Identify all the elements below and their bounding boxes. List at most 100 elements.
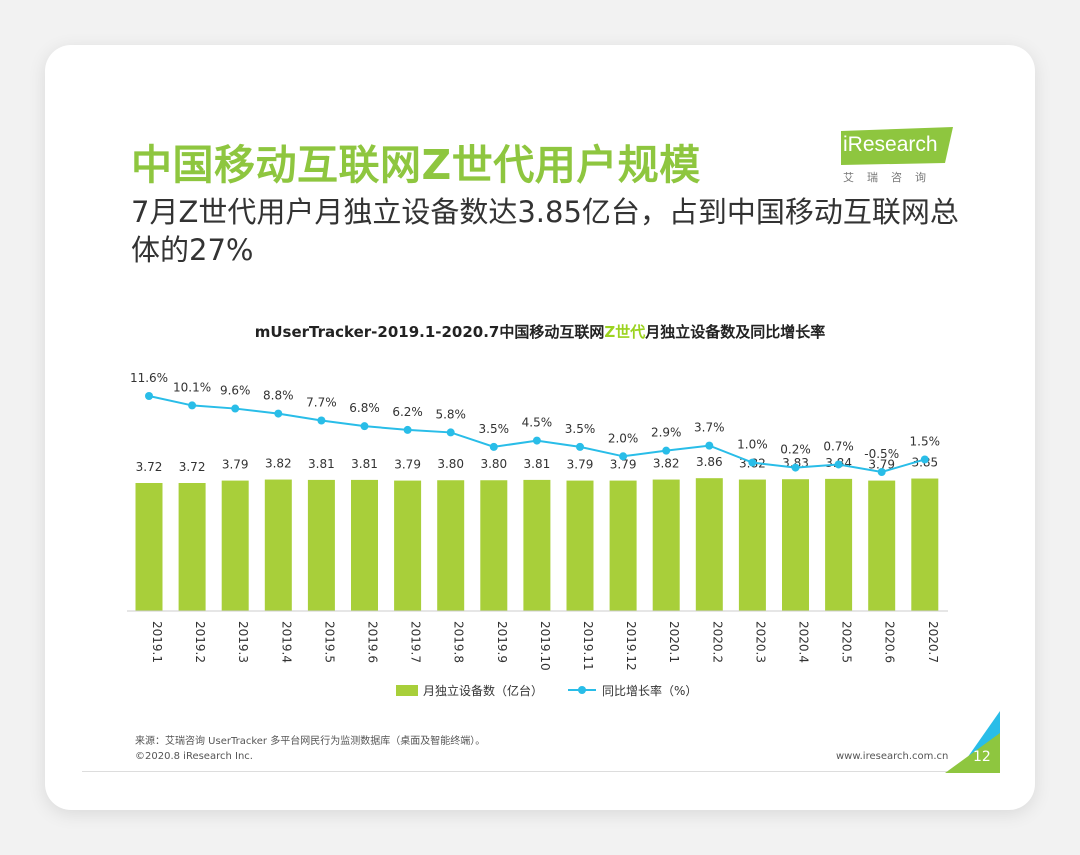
growth-label-2019.1: 11.6% [130,371,168,385]
page-subtitle: 7月Z世代用户月独立设备数达3.85亿台，占到中国移动互联网总体的27% [131,195,959,267]
growth-label-2019.12: 2.0% [608,431,639,445]
growth-label-2019.11: 3.5% [565,422,596,436]
growth-point-2020.2 [705,441,714,450]
bar-2019.3 [221,480,249,611]
growth-label-2019.5: 7.7% [306,395,337,409]
bar-2019.12 [609,480,637,611]
growth-point-2019.10 [532,436,541,445]
x-tick-2020.4: 2020.4 [797,621,811,663]
legend-line-label: 同比增长率（%） [602,683,697,698]
bar-label-2019.9: 3.80 [480,457,507,471]
bar-label-2019.6: 3.81 [351,457,378,471]
bar-label-2019.7: 3.79 [394,458,421,472]
bar-label-2019.8: 3.80 [437,457,464,471]
bar-2019.1 [135,483,163,611]
growth-point-2019.8 [446,428,455,437]
growth-label-2019.7: 6.2% [392,405,423,419]
page-title: 中国移动互联网Z世代用户规模 [131,141,701,189]
x-tick-2019.8: 2019.8 [452,621,466,663]
growth-label-2020.2: 3.7% [694,421,725,435]
x-tick-2020.5: 2020.5 [840,621,854,663]
growth-label-2019.8: 5.8% [435,407,466,421]
bar-2019.7 [394,480,422,611]
bar-label-2019.4: 3.82 [265,457,292,471]
bar-label-2019.11: 3.79 [567,458,594,472]
growth-label-2019.4: 8.8% [263,389,294,403]
x-tick-2019.2: 2019.2 [193,621,207,663]
growth-point-2019.9 [489,442,498,451]
bar-2019.10 [523,479,551,611]
growth-label-2019.2: 10.1% [173,380,211,394]
growth-label-2019.6: 6.8% [349,401,380,415]
bar-2020.7 [911,478,939,611]
bar-label-2019.2: 3.72 [179,460,206,474]
bar-2020.1 [652,479,680,611]
bar-label-2020.2: 3.86 [696,455,723,469]
growth-point-2019.4 [274,409,283,418]
growth-label-2019.9: 3.5% [479,422,510,436]
x-tick-2020.2: 2020.2 [710,621,724,663]
x-tick-2019.6: 2019.6 [366,621,380,663]
x-tick-2019.4: 2019.4 [279,621,293,663]
legend-bar-swatch [396,685,418,696]
growth-point-2020.6 [877,468,886,476]
source-note: 来源：艾瑞咨询 UserTracker 多平台网民行为监测数据库（桌面及智能终端… [135,736,486,747]
growth-point-2019.6 [360,422,369,431]
bar-2019.5 [307,479,335,611]
page-badge-icon [945,711,1000,773]
page-number: 12 [973,749,991,765]
website-link[interactable]: www.iresearch.com.cn [836,751,949,762]
bar-2019.11 [566,480,594,611]
growth-point-2019.1 [145,392,153,400]
bar-2020.4 [782,479,809,611]
bar-label-2019.1: 3.72 [136,460,163,474]
bar-label-2020.6: 3.79 [868,458,895,472]
growth-label-2020.4: 0.2% [780,443,811,457]
bar-2019.8 [437,480,465,611]
x-tick-2019.3: 2019.3 [236,621,250,663]
x-tick-2019.1: 2019.1 [150,621,164,663]
slide-card: 中国移动互联网Z世代用户规模 7月Z世代用户月独立设备数达3.85亿台，占到中国… [45,45,1035,810]
growth-point-2020.5 [834,460,843,469]
bar-2020.5 [825,478,853,611]
bar-label-2019.5: 3.81 [308,457,335,471]
growth-label-2020.6: -0.5% [864,447,899,461]
growth-point-2019.11 [576,442,584,451]
x-tick-2019.10: 2019.10 [538,621,552,671]
x-tick-2020.1: 2020.1 [667,621,681,663]
growth-label-2020.5: 0.7% [823,439,854,453]
bar-2020.6 [868,480,896,611]
growth-label-2020.7: 1.5% [910,434,941,448]
bar-label-2019.10: 3.81 [524,457,551,471]
iresearch-logo: iResearch 艾瑞咨询 [841,127,956,187]
chart-title: mUserTracker-2019.1-2020.7中国移动互联网Z世代月独立设… [255,323,826,341]
bar-label-2019.3: 3.79 [222,458,249,472]
growth-point-2019.7 [403,425,412,434]
x-tick-2019.12: 2019.12 [624,621,638,671]
x-tick-2020.6: 2020.6 [883,621,897,663]
growth-label-2019.10: 4.5% [522,416,553,430]
logo-cn-text: 艾瑞咨询 [843,171,939,184]
bar-2019.9 [480,480,508,611]
legend-line-marker [578,686,586,694]
bar-label-2020.1: 3.82 [653,457,680,471]
chart-area: mUserTracker-2019.1-2020.7中国移动互联网Z世代月独立设… [127,323,948,698]
x-tick-2020.3: 2020.3 [753,621,767,663]
growth-point-2019.2 [188,401,197,410]
growth-point-2019.12 [619,452,628,461]
copyright: ©2020.8 iResearch Inc. [135,751,253,762]
chart-title-part-3: 月独立设备数及同比增长率 [644,323,825,341]
growth-point-2019.5 [317,416,326,425]
bar-2019.4 [264,479,292,611]
x-tick-2019.9: 2019.9 [495,621,509,663]
bar-2019.6 [351,479,378,611]
x-tick-2019.7: 2019.7 [409,621,423,663]
x-tick-2019.11: 2019.11 [581,621,595,671]
growth-point-2020.7 [920,455,929,464]
growth-point-2019.3 [231,404,240,413]
growth-label-2020.3: 1.0% [737,438,768,452]
chart-legend: 月独立设备数（亿台） 同比增长率（%） [396,683,697,698]
chart-title-highlight: Z世代 [604,323,645,341]
growth-label-2019.3: 9.6% [220,384,251,398]
legend-bar-label: 月独立设备数（亿台） [423,683,543,698]
